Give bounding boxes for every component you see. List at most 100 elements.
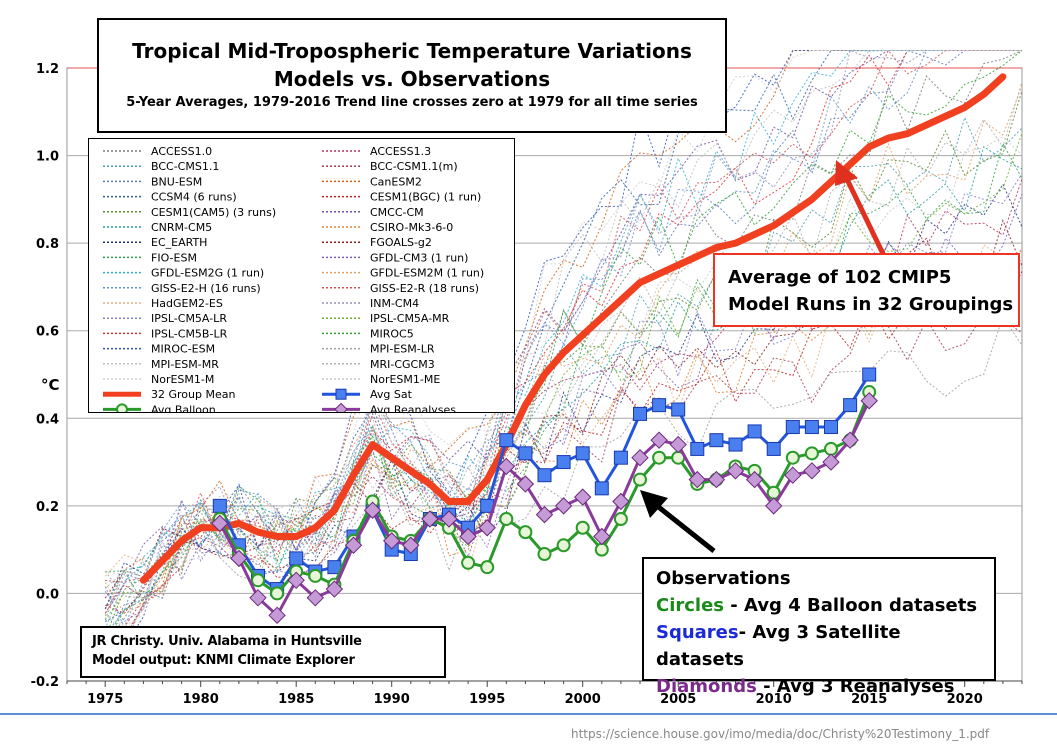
sat-square-marker bbox=[766, 441, 781, 456]
legend-label: FGOALS-g2 bbox=[370, 236, 432, 249]
legend-label: GFDL-ESM2M (1 run) bbox=[370, 267, 484, 280]
model-run-line bbox=[104, 50, 1022, 629]
legend-label: CCSM4 (6 runs) bbox=[151, 191, 237, 204]
reanalysis-diamond-marker bbox=[211, 514, 229, 533]
balloon-circle-marker bbox=[824, 441, 838, 456]
reanalysis-diamond-marker bbox=[325, 580, 344, 598]
sat-square-marker bbox=[499, 433, 514, 448]
sat-square-marker bbox=[613, 450, 628, 465]
legend-label: MIROC5 bbox=[370, 327, 414, 340]
legend-label: ACCESS1.0 bbox=[151, 145, 212, 158]
legend-label: BCC-CSM1.1(m) bbox=[370, 160, 458, 173]
legend-label: CanESM2 bbox=[370, 175, 422, 188]
legend-series-label: 32 Group Mean bbox=[151, 388, 235, 401]
model-run-line bbox=[105, 135, 1023, 601]
reanalysis-diamond-marker bbox=[726, 462, 745, 480]
diamonds-text: - Avg 3 Reanalyses bbox=[756, 676, 955, 697]
model-run-line bbox=[104, 49, 1022, 630]
callout-line2: Model Runs in 32 Groupings bbox=[728, 294, 1014, 315]
reanalysis-diamond-marker bbox=[822, 453, 840, 471]
sat-square-marker bbox=[690, 441, 705, 456]
sat-square-marker bbox=[518, 446, 533, 461]
y-tick-label: 1.0 bbox=[36, 150, 59, 165]
reanalysis-diamond-marker bbox=[402, 536, 420, 554]
legend-label: CESM1(BGC) (1 run) bbox=[370, 191, 481, 204]
annotation-layer bbox=[640, 160, 888, 553]
balloon-circle-marker bbox=[270, 586, 285, 601]
x-tick-label: 2005 bbox=[660, 692, 696, 707]
sat-square-marker bbox=[843, 398, 858, 413]
diamonds-word: Diamonds bbox=[656, 676, 757, 697]
legend-label: BCC-CMS1.1 bbox=[151, 160, 219, 173]
y-tick-label: -0.2 bbox=[31, 675, 59, 690]
sat-square-marker bbox=[785, 420, 800, 435]
reanalysis-diamond-marker bbox=[268, 606, 286, 625]
legend-label: CNRM-CM5 bbox=[151, 221, 212, 234]
callout-arrow-shaft bbox=[842, 173, 888, 260]
legend-label: EC_EARTH bbox=[151, 236, 207, 249]
observations-box: Observations Circles - Avg 4 Balloon dat… bbox=[642, 557, 996, 697]
x-tick-label: 2000 bbox=[565, 692, 601, 707]
y-tick-label: 0.2 bbox=[36, 500, 59, 515]
legend-label: HadGEM2-ES bbox=[151, 297, 223, 310]
reanalysis-diamond-marker bbox=[440, 510, 458, 528]
reanalysis-diamond-marker bbox=[612, 492, 630, 511]
sat-square-marker bbox=[212, 498, 227, 513]
y-tick-label: 0.8 bbox=[36, 237, 59, 252]
reanalysis-diamond-marker bbox=[230, 549, 248, 568]
legend-series-label: Avg Balloon bbox=[151, 403, 216, 412]
callout-arrow-head bbox=[835, 160, 858, 186]
legend-label: GISS-E2-H (16 runs) bbox=[151, 282, 261, 295]
legend-label: IPSL-CM5A-LR bbox=[151, 312, 227, 325]
sat-square-marker bbox=[556, 455, 571, 470]
reanalysis-diamond-marker bbox=[459, 527, 477, 546]
legend-label: CESM1(CAM5) (3 runs) bbox=[151, 206, 276, 219]
model-average-callout: Average of 102 CMIP5 Model Runs in 32 Gr… bbox=[713, 253, 1020, 327]
reanalysis-diamond-marker bbox=[382, 532, 401, 550]
balloon-circle-marker bbox=[537, 547, 552, 562]
x-tick-label: 2015 bbox=[851, 692, 887, 707]
legend-label: CSIRO-Mk3-6-0 bbox=[370, 221, 453, 234]
sat-square-marker bbox=[537, 468, 552, 483]
legend-label: MPI-ESM-MR bbox=[151, 358, 219, 371]
circles-word: Circles bbox=[656, 595, 725, 616]
legend-svg: ACCESS1.0 ACCESS1.3 BCC-CMS1.1 BCC-CSM1.1(m… bbox=[103, 145, 484, 417]
sat-square-marker bbox=[671, 402, 686, 417]
model-run-line bbox=[104, 50, 1023, 647]
x-tick-label: 1985 bbox=[278, 692, 314, 707]
reanalysis-diamond-marker bbox=[573, 488, 592, 506]
observations-circles: Circles - Avg 4 Balloon datasets bbox=[656, 592, 994, 619]
observations-squares: Squares- Avg 3 Satellite datasets bbox=[656, 619, 994, 673]
reanalysis-diamond-marker bbox=[554, 497, 573, 515]
reanalysis-diamond-marker bbox=[784, 466, 802, 484]
legend-diamond-marker bbox=[334, 402, 348, 417]
balloon-circle-marker bbox=[556, 538, 571, 553]
balloon-circle-marker bbox=[251, 573, 265, 588]
reanalysis-diamond-marker bbox=[669, 435, 687, 454]
model-run-line bbox=[104, 218, 1023, 599]
model-run-line bbox=[104, 247, 1023, 617]
source-url[interactable]: https://science.house.gov/imo/media/doc/… bbox=[571, 727, 990, 741]
sat-square-marker bbox=[862, 367, 877, 382]
balloon-circle-marker bbox=[652, 450, 667, 465]
sat-square-marker bbox=[824, 420, 838, 435]
sat-square-marker bbox=[633, 406, 647, 421]
reanalysis-diamond-marker bbox=[497, 457, 516, 476]
reanalysis-diamond-marker bbox=[803, 462, 821, 480]
reanalysis-diamond-marker bbox=[631, 448, 649, 467]
reanalysis-diamond-marker bbox=[306, 589, 325, 607]
reanalysis-diamond-marker bbox=[860, 392, 878, 410]
legend: ACCESS1.0 ACCESS1.3 BCC-CMS1.1 BCC-CSM1.1(m… bbox=[88, 138, 515, 417]
x-tick-label: 1980 bbox=[183, 692, 219, 707]
legend-label: IPSL-CM5A-MR bbox=[370, 312, 450, 325]
legend-label: IPSL-CM5B-LR bbox=[151, 327, 228, 340]
y-tick-label: 1.2 bbox=[36, 62, 59, 77]
legend-label: NorESM1-ME bbox=[370, 373, 440, 386]
legend-label: FIO-ESM bbox=[151, 251, 197, 264]
model-run-line bbox=[104, 178, 1023, 614]
legend-label: ACCESS1.3 bbox=[370, 145, 431, 158]
legend-square-marker bbox=[335, 388, 347, 400]
balloon-circle-marker bbox=[499, 511, 514, 526]
model-run-line bbox=[105, 50, 1022, 636]
